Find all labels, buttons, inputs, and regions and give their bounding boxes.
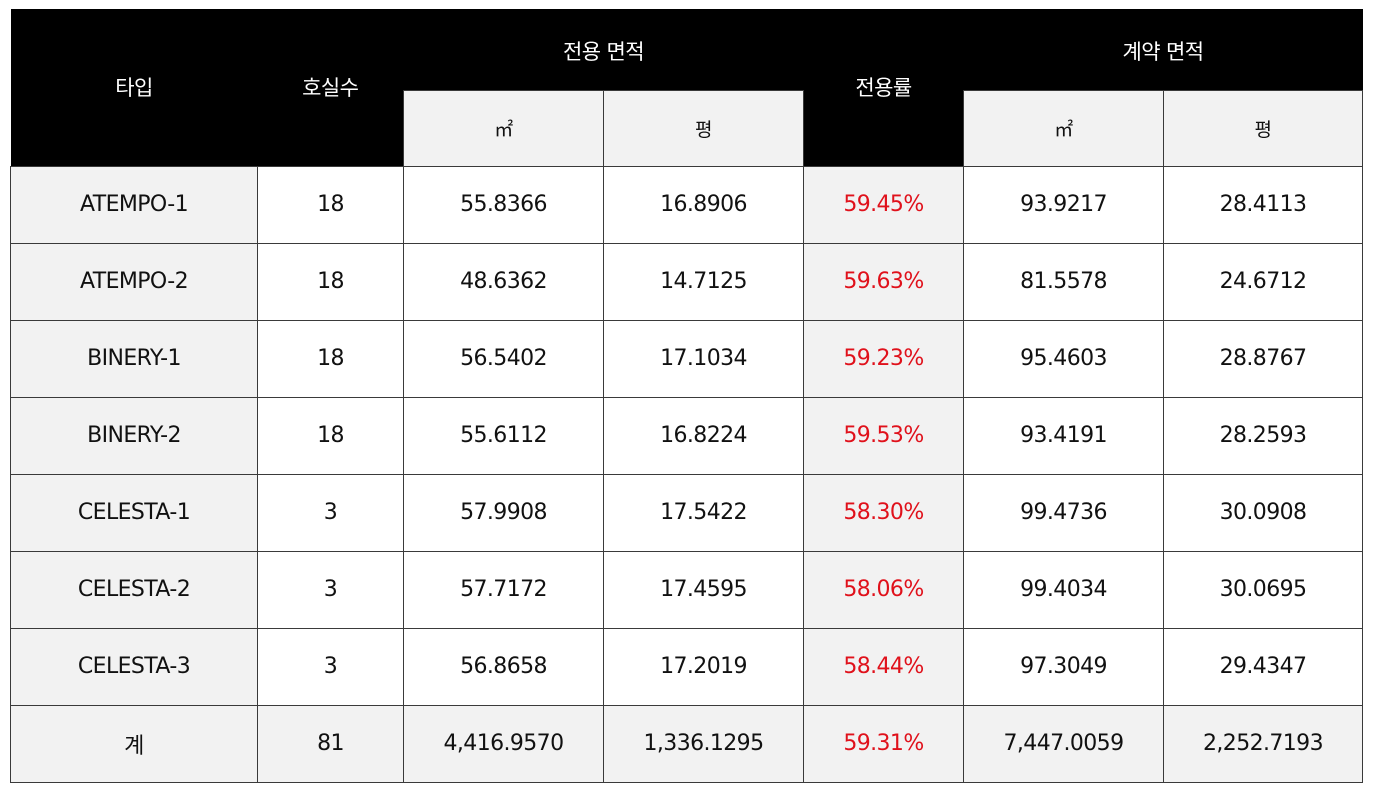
cell-exclusive-m2: 55.6112 <box>403 396 604 475</box>
cell-contract-pyeong: 28.8767 <box>1163 319 1363 398</box>
area-table: 타입 호실수 전용 면적 전용률 계약 면적 ㎡ 평 ㎡ 평 ATEMPO-1 … <box>10 9 1363 783</box>
cell-exclusive-m2: 57.7172 <box>403 550 604 629</box>
cell-exclusive-pyeong: 17.1034 <box>603 319 804 398</box>
cell-rooms: 18 <box>257 319 404 398</box>
cell-contract-pyeong: 24.6712 <box>1163 242 1363 321</box>
total-contract-pyeong: 2,252.7193 <box>1163 704 1363 783</box>
total-label: 계 <box>10 704 258 783</box>
cell-rooms: 3 <box>257 473 404 552</box>
table-row: ATEMPO-2 18 48.6362 14.7125 59.63% 81.55… <box>10 242 1363 321</box>
cell-exclusive-m2: 56.8658 <box>403 627 604 706</box>
cell-type: CELESTA-2 <box>10 550 258 629</box>
table-row: CELESTA-1 3 57.9908 17.5422 58.30% 99.47… <box>10 473 1363 552</box>
table-row: CELESTA-3 3 56.8658 17.2019 58.44% 97.30… <box>10 627 1363 706</box>
total-row: 계 81 4,416.9570 1,336.1295 59.31% 7,447.… <box>10 704 1363 783</box>
cell-exclusive-pyeong: 14.7125 <box>603 242 804 321</box>
header-rooms: 호실수 <box>257 9 404 166</box>
cell-exclusive-m2: 48.6362 <box>403 242 604 321</box>
cell-type: BINERY-2 <box>10 396 258 475</box>
cell-contract-pyeong: 29.4347 <box>1163 627 1363 706</box>
subheader-contract-pyeong: 평 <box>1163 89 1363 167</box>
cell-exclusive-m2: 56.5402 <box>403 319 604 398</box>
cell-type: CELESTA-3 <box>10 627 258 706</box>
cell-contract-m2: 93.4191 <box>963 396 1164 475</box>
total-exclusive-pyeong: 1,336.1295 <box>603 704 804 783</box>
cell-exclusive-ratio: 58.30% <box>803 473 964 552</box>
cell-rooms: 18 <box>257 242 404 321</box>
cell-contract-m2: 93.9217 <box>963 165 1164 244</box>
cell-type: ATEMPO-1 <box>10 165 258 244</box>
cell-type: ATEMPO-2 <box>10 242 258 321</box>
cell-exclusive-pyeong: 16.8906 <box>603 165 804 244</box>
cell-contract-m2: 97.3049 <box>963 627 1164 706</box>
header-exclusive-ratio: 전용률 <box>803 9 964 166</box>
cell-contract-m2: 99.4034 <box>963 550 1164 629</box>
cell-rooms: 18 <box>257 396 404 475</box>
cell-exclusive-ratio: 59.45% <box>803 165 964 244</box>
cell-exclusive-pyeong: 17.5422 <box>603 473 804 552</box>
cell-exclusive-pyeong: 16.8224 <box>603 396 804 475</box>
cell-type: BINERY-1 <box>10 319 258 398</box>
header-exclusive-area: 전용 면적 <box>403 9 804 90</box>
subheader-exclusive-m2: ㎡ <box>403 89 604 167</box>
total-rooms: 81 <box>257 704 404 783</box>
cell-contract-m2: 99.4736 <box>963 473 1164 552</box>
table-row: ATEMPO-1 18 55.8366 16.8906 59.45% 93.92… <box>10 165 1363 244</box>
cell-contract-pyeong: 30.0695 <box>1163 550 1363 629</box>
total-contract-m2: 7,447.0059 <box>963 704 1164 783</box>
cell-exclusive-ratio: 59.53% <box>803 396 964 475</box>
cell-contract-pyeong: 28.4113 <box>1163 165 1363 244</box>
cell-exclusive-ratio: 59.63% <box>803 242 964 321</box>
cell-exclusive-pyeong: 17.2019 <box>603 627 804 706</box>
cell-exclusive-m2: 57.9908 <box>403 473 604 552</box>
cell-contract-pyeong: 28.2593 <box>1163 396 1363 475</box>
total-exclusive-m2: 4,416.9570 <box>403 704 604 783</box>
cell-exclusive-ratio: 59.23% <box>803 319 964 398</box>
cell-exclusive-ratio: 58.06% <box>803 550 964 629</box>
cell-rooms: 3 <box>257 550 404 629</box>
cell-type: CELESTA-1 <box>10 473 258 552</box>
cell-exclusive-pyeong: 17.4595 <box>603 550 804 629</box>
header-type: 타입 <box>10 9 258 166</box>
cell-contract-m2: 81.5578 <box>963 242 1164 321</box>
cell-exclusive-ratio: 58.44% <box>803 627 964 706</box>
total-exclusive-ratio: 59.31% <box>803 704 964 783</box>
area-table-container: 타입 호실수 전용 면적 전용률 계약 면적 ㎡ 평 ㎡ 평 ATEMPO-1 … <box>10 9 1363 783</box>
cell-rooms: 18 <box>257 165 404 244</box>
header-contract-area: 계약 면적 <box>963 9 1363 90</box>
cell-exclusive-m2: 55.8366 <box>403 165 604 244</box>
table-row: BINERY-2 18 55.6112 16.8224 59.53% 93.41… <box>10 396 1363 475</box>
table-row: CELESTA-2 3 57.7172 17.4595 58.06% 99.40… <box>10 550 1363 629</box>
subheader-contract-m2: ㎡ <box>963 89 1164 167</box>
table-row: BINERY-1 18 56.5402 17.1034 59.23% 95.46… <box>10 319 1363 398</box>
subheader-exclusive-pyeong: 평 <box>603 89 804 167</box>
cell-contract-pyeong: 30.0908 <box>1163 473 1363 552</box>
cell-contract-m2: 95.4603 <box>963 319 1164 398</box>
cell-rooms: 3 <box>257 627 404 706</box>
